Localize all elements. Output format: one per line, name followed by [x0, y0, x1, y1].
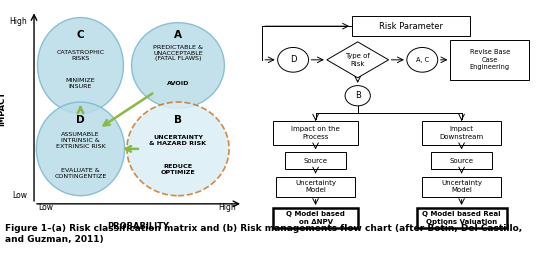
Text: PREDICTABLE &
UNACCEPTABLE
(FATAL FLAWS): PREDICTABLE & UNACCEPTABLE (FATAL FLAWS)	[153, 45, 203, 62]
Text: Risk Parameter: Risk Parameter	[379, 22, 443, 31]
Text: Source: Source	[303, 158, 328, 164]
FancyBboxPatch shape	[276, 176, 355, 197]
Text: A, C: A, C	[416, 57, 429, 63]
Text: Revise Base
Case
Engineering: Revise Base Case Engineering	[470, 49, 510, 70]
Text: REDUCE
OPTIMIZE: REDUCE OPTIMIZE	[160, 164, 195, 175]
Ellipse shape	[36, 102, 125, 196]
Text: AVOID: AVOID	[167, 81, 189, 86]
Polygon shape	[327, 42, 389, 78]
Text: B: B	[355, 91, 361, 100]
Text: D: D	[290, 55, 296, 64]
Text: Q Model based
on ΔNPV: Q Model based on ΔNPV	[286, 211, 345, 225]
Text: Low: Low	[39, 203, 53, 212]
Circle shape	[278, 48, 308, 72]
Text: Impact
Downstream: Impact Downstream	[440, 126, 484, 140]
Text: PROBABILITY: PROBABILITY	[107, 222, 170, 231]
FancyBboxPatch shape	[431, 152, 492, 169]
FancyBboxPatch shape	[422, 121, 501, 145]
Text: High: High	[218, 203, 236, 212]
FancyBboxPatch shape	[450, 40, 529, 80]
Text: Low: Low	[12, 191, 27, 200]
Text: B: B	[174, 115, 182, 125]
Text: Uncertainty
Model: Uncertainty Model	[295, 180, 336, 193]
Text: ASSUMABLE
INTRINSIC &
EXTRINSIC RISK: ASSUMABLE INTRINSIC & EXTRINSIC RISK	[56, 132, 105, 149]
Text: Impact on the
Process: Impact on the Process	[291, 126, 340, 140]
FancyBboxPatch shape	[285, 152, 347, 169]
FancyBboxPatch shape	[273, 121, 357, 145]
Text: IMPACT: IMPACT	[0, 91, 6, 126]
Text: Source: Source	[450, 158, 474, 164]
Ellipse shape	[132, 23, 225, 108]
Text: EVALUATE &
CONTINGENTIZE: EVALUATE & CONTINGENTIZE	[55, 168, 106, 179]
FancyBboxPatch shape	[422, 176, 501, 197]
Text: CATASTROPHIC
RISKS: CATASTROPHIC RISKS	[56, 50, 105, 61]
Text: D: D	[76, 115, 85, 125]
Text: High: High	[9, 16, 27, 26]
Text: Q Model based Real
Options Valuation: Q Model based Real Options Valuation	[422, 211, 501, 225]
Text: Figure 1–(a) Risk classification matrix and (b) Risk managements flow chart (aft: Figure 1–(a) Risk classification matrix …	[5, 224, 523, 244]
FancyBboxPatch shape	[273, 208, 357, 228]
Text: A: A	[174, 30, 182, 40]
Text: MINIMIZE
INSURE: MINIMIZE INSURE	[65, 78, 96, 89]
Text: C: C	[77, 30, 84, 40]
Ellipse shape	[37, 17, 124, 113]
Text: UNCERTAINTY
& HAZARD RISK: UNCERTAINTY & HAZARD RISK	[150, 135, 206, 146]
Text: Type of
Risk: Type of Risk	[345, 53, 370, 67]
Circle shape	[407, 48, 438, 72]
FancyBboxPatch shape	[352, 16, 470, 36]
FancyBboxPatch shape	[417, 208, 507, 228]
Ellipse shape	[127, 102, 229, 196]
Circle shape	[345, 86, 370, 106]
Text: Uncertainty
Model: Uncertainty Model	[441, 180, 482, 193]
